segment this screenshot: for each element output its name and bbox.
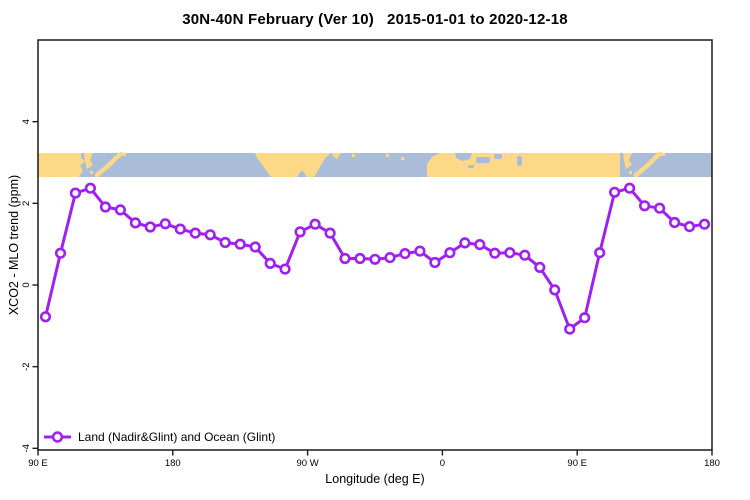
x-tick-label: 90 E bbox=[28, 458, 48, 469]
land-eurasia-africa bbox=[427, 153, 620, 177]
plot-box bbox=[37, 39, 713, 451]
data-point bbox=[279, 263, 291, 275]
data-point bbox=[174, 223, 186, 235]
sea-aegean bbox=[494, 154, 502, 159]
data-point bbox=[294, 226, 306, 238]
y-tick-label: 4 bbox=[21, 119, 32, 124]
x-tick-label: 180 bbox=[704, 458, 720, 469]
data-point bbox=[653, 202, 666, 214]
sea-mediterranean-south bbox=[468, 165, 474, 168]
data-point bbox=[623, 182, 636, 194]
land-islet bbox=[122, 153, 126, 156]
land-islet-azores bbox=[386, 154, 389, 157]
data-point bbox=[114, 204, 126, 216]
data-point bbox=[429, 256, 441, 269]
data-point bbox=[219, 236, 231, 249]
data-point bbox=[444, 247, 456, 259]
data-point bbox=[504, 247, 516, 259]
legend-label: Land (Nadir&Glint) and Ocean (Glint) bbox=[78, 430, 275, 444]
data-point bbox=[474, 239, 486, 251]
land-islet bbox=[629, 171, 632, 174]
land-islet bbox=[352, 154, 355, 157]
data-point bbox=[354, 252, 366, 265]
land-north-america bbox=[255, 153, 331, 177]
data-point bbox=[249, 241, 261, 253]
data-point bbox=[84, 182, 96, 194]
map-band bbox=[38, 151, 712, 178]
data-point bbox=[683, 221, 696, 233]
data-point bbox=[234, 238, 246, 250]
data-point bbox=[159, 218, 171, 230]
data-point bbox=[384, 252, 396, 264]
data-point bbox=[414, 245, 426, 257]
legend: Land (Nadir&Glint) and Ocean (Glint) bbox=[44, 430, 275, 444]
data-point bbox=[339, 252, 351, 265]
data-point bbox=[309, 218, 321, 230]
x-tick-label: 90 E bbox=[567, 458, 587, 469]
x-axis-title: Longitude (deg E) bbox=[325, 472, 425, 486]
x-tick-label: 0 bbox=[440, 458, 445, 469]
legend-marker-sample bbox=[51, 431, 64, 443]
land-korea bbox=[84, 153, 93, 169]
y-tick-label: 2 bbox=[21, 201, 32, 206]
data-point bbox=[129, 217, 141, 229]
data-point bbox=[608, 186, 621, 198]
data-point bbox=[698, 218, 711, 230]
y-tick-label: -4 bbox=[21, 444, 32, 452]
land-asia-east bbox=[38, 153, 85, 177]
data-point bbox=[39, 311, 52, 323]
data-point bbox=[534, 261, 546, 274]
land-japan bbox=[94, 151, 124, 178]
data-point bbox=[668, 216, 681, 229]
data-point bbox=[54, 247, 67, 259]
chart-title: 30N-40N February (Ver 10) 2015-01-01 to … bbox=[182, 11, 568, 28]
data-point bbox=[144, 221, 156, 233]
y-tick-label: -2 bbox=[21, 362, 32, 370]
data-point bbox=[204, 229, 216, 241]
data-point bbox=[324, 227, 336, 239]
x-tick-label: 180 bbox=[165, 458, 181, 469]
y-tick-label: 0 bbox=[21, 282, 32, 287]
sea-caspian bbox=[517, 156, 522, 166]
land-islet bbox=[661, 153, 665, 156]
data-series bbox=[39, 182, 711, 335]
data-point bbox=[264, 257, 276, 270]
data-point bbox=[69, 187, 81, 199]
land-korea-repeat bbox=[623, 153, 632, 169]
x-axis: 90 E 180 90 W 0 90 E 180 bbox=[28, 450, 720, 469]
data-point bbox=[399, 248, 411, 260]
data-point bbox=[579, 312, 591, 324]
land-islet bbox=[90, 171, 93, 174]
data-point bbox=[459, 237, 471, 249]
land-japan-repeat bbox=[633, 151, 663, 178]
x-tick-label: 90 W bbox=[297, 458, 319, 469]
y-axis: -4 -2 0 2 4 bbox=[21, 119, 38, 453]
data-point bbox=[369, 253, 381, 265]
sea-mediterranean-east bbox=[476, 157, 490, 163]
data-point bbox=[564, 323, 576, 335]
y-axis-title: XCO2 - MLO trend (ppm) bbox=[7, 174, 21, 316]
sea-mediterranean-west bbox=[455, 153, 472, 161]
data-point bbox=[489, 247, 501, 259]
land-na-east-coast bbox=[332, 153, 341, 159]
data-point bbox=[638, 200, 651, 212]
data-point bbox=[549, 284, 561, 296]
land-islet-azores bbox=[401, 157, 404, 160]
data-point bbox=[594, 247, 606, 259]
data-point bbox=[189, 227, 201, 239]
data-point bbox=[99, 201, 111, 213]
data-point bbox=[519, 249, 531, 261]
